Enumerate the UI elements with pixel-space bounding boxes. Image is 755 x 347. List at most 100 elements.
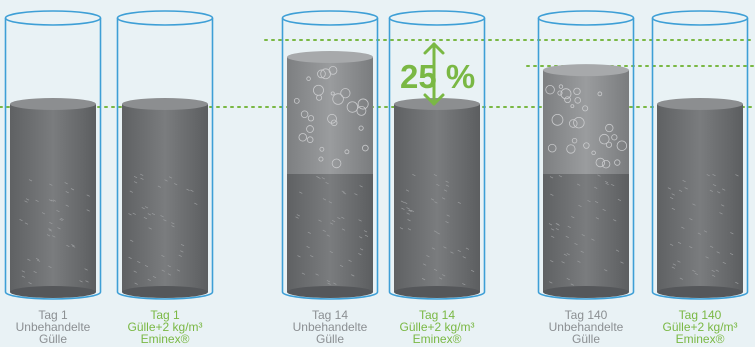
foam-bubble bbox=[356, 105, 367, 116]
foam-bubble bbox=[551, 113, 564, 126]
label-line-2: Gülle+2 kg/m³ bbox=[399, 320, 475, 334]
glass-base bbox=[651, 291, 749, 300]
foam-bubble bbox=[569, 119, 578, 128]
foam-bubble bbox=[614, 159, 621, 166]
cylinder-label-tag1-treated: Tag 1 Gülle+2 kg/m³ Eminex® bbox=[110, 309, 220, 345]
liquid-body bbox=[122, 104, 208, 292]
foam-surface bbox=[543, 64, 629, 77]
glass-base bbox=[388, 291, 486, 300]
glass-rim bbox=[388, 10, 486, 26]
liquid-bottom bbox=[122, 286, 208, 298]
foam-bubble bbox=[573, 116, 585, 129]
glass-rim bbox=[4, 10, 102, 26]
foam-bubble bbox=[327, 113, 337, 124]
foam-bubble bbox=[560, 88, 572, 100]
foam-bubble bbox=[362, 144, 369, 152]
cylinder-tag14-untreated bbox=[281, 10, 379, 300]
foam-bubble bbox=[616, 140, 628, 151]
cylinder-label-tag140-untreated: Tag 140 Unbehandelte Gülle bbox=[531, 309, 641, 345]
label-line-3: Gülle bbox=[38, 332, 67, 346]
foam-bubble bbox=[611, 134, 618, 141]
cylinder-tag140-untreated bbox=[537, 10, 635, 300]
foam-bubble bbox=[331, 158, 342, 169]
glass-base bbox=[4, 291, 102, 300]
foam-bubble bbox=[300, 110, 309, 119]
cylinder-label-tag140-treated: Tag 140 Gülle+2 kg/m³ Eminex® bbox=[645, 309, 755, 345]
foam-bubble bbox=[357, 98, 369, 110]
label-line-2: Gülle+2 kg/m³ bbox=[127, 320, 203, 334]
foam-bubble bbox=[595, 157, 606, 168]
foam-bubble bbox=[557, 90, 563, 96]
cylinder-label-tag14-untreated: Tag 14 Unbehandelte Gülle bbox=[275, 309, 385, 345]
label-line-1: Tag 140 bbox=[678, 308, 722, 322]
cylinder-tag14-treated bbox=[388, 10, 486, 300]
cylinder-tag140-treated bbox=[651, 10, 749, 300]
label-line-3: Eminex® bbox=[675, 332, 725, 346]
liquid-body bbox=[394, 104, 480, 292]
label-line-3: Eminex® bbox=[412, 332, 462, 346]
glass-base bbox=[116, 291, 214, 300]
label-line-3: Gülle bbox=[315, 332, 344, 346]
liquid-body bbox=[10, 104, 96, 292]
foam-bubble bbox=[601, 159, 611, 169]
foam-bubble bbox=[307, 115, 315, 122]
foam-bubble bbox=[306, 125, 314, 133]
cylinder-label-tag14-treated: Tag 14 Gülle+2 kg/m³ Eminex® bbox=[382, 309, 492, 345]
glass-rim bbox=[281, 10, 379, 26]
label-line-1: Tag 14 bbox=[311, 308, 349, 322]
label-line-2: Unbehandelte bbox=[292, 320, 368, 334]
foam-bubble bbox=[340, 88, 351, 99]
liquid-body bbox=[657, 104, 743, 292]
foam-bubble bbox=[547, 143, 557, 153]
foam-bubble bbox=[330, 91, 335, 96]
liquid-bottom bbox=[10, 286, 96, 298]
foam-bubble bbox=[605, 141, 613, 148]
liquid-bottom bbox=[394, 286, 480, 298]
glass-base bbox=[537, 291, 635, 300]
liquid-surface bbox=[394, 98, 480, 110]
foam-bubble bbox=[344, 149, 350, 155]
foam-bubble bbox=[319, 146, 325, 152]
label-line-1: Tag 1 bbox=[38, 308, 68, 322]
foam-bubble bbox=[346, 101, 359, 113]
foam-bubble bbox=[306, 136, 314, 143]
glass-rim bbox=[537, 10, 635, 26]
foam-bubble bbox=[545, 84, 555, 95]
foam-bubble bbox=[318, 156, 324, 162]
liquid-bottom bbox=[287, 286, 373, 298]
foam-bubble bbox=[583, 142, 590, 149]
label-line-3: Eminex® bbox=[140, 332, 190, 346]
foam-bubble bbox=[573, 87, 581, 96]
foam-bubble bbox=[599, 133, 610, 145]
label-line-1: Tag 140 bbox=[564, 308, 608, 322]
foam-bubble bbox=[570, 104, 575, 109]
double-arrow-icon bbox=[423, 42, 445, 106]
liquid-surface bbox=[10, 98, 96, 110]
glass-base bbox=[281, 291, 379, 300]
foam-bubble bbox=[293, 98, 300, 104]
label-line-2: Gülle+2 kg/m³ bbox=[662, 320, 738, 334]
foam-bubble bbox=[564, 96, 571, 104]
foam-bubble bbox=[313, 84, 324, 96]
cylinder-tag1-untreated bbox=[4, 10, 102, 300]
glass-rim bbox=[651, 10, 749, 26]
foam-bubble bbox=[332, 93, 344, 105]
glass-rim bbox=[116, 10, 214, 26]
foam-bubble bbox=[605, 123, 614, 133]
label-line-3: Gülle bbox=[571, 332, 600, 346]
liquid-surface bbox=[657, 98, 743, 110]
label-line-1: Tag 1 bbox=[150, 308, 180, 322]
foam-bubble bbox=[591, 150, 596, 156]
percent-annotation: 25 % bbox=[400, 58, 476, 95]
foam-layer bbox=[543, 70, 629, 174]
foam-bubble bbox=[306, 76, 311, 81]
label-line-2: Unbehandelte bbox=[15, 320, 91, 334]
foam-bubble bbox=[597, 91, 603, 97]
cylinder-tag1-treated bbox=[116, 10, 214, 300]
cylinder-label-tag1-untreated: Tag 1 Unbehandelte Gülle bbox=[0, 309, 108, 345]
foam-bubble bbox=[298, 133, 307, 142]
foam-bubble bbox=[566, 144, 576, 154]
foam-bubble bbox=[558, 84, 564, 89]
foam-bubble bbox=[358, 125, 364, 131]
